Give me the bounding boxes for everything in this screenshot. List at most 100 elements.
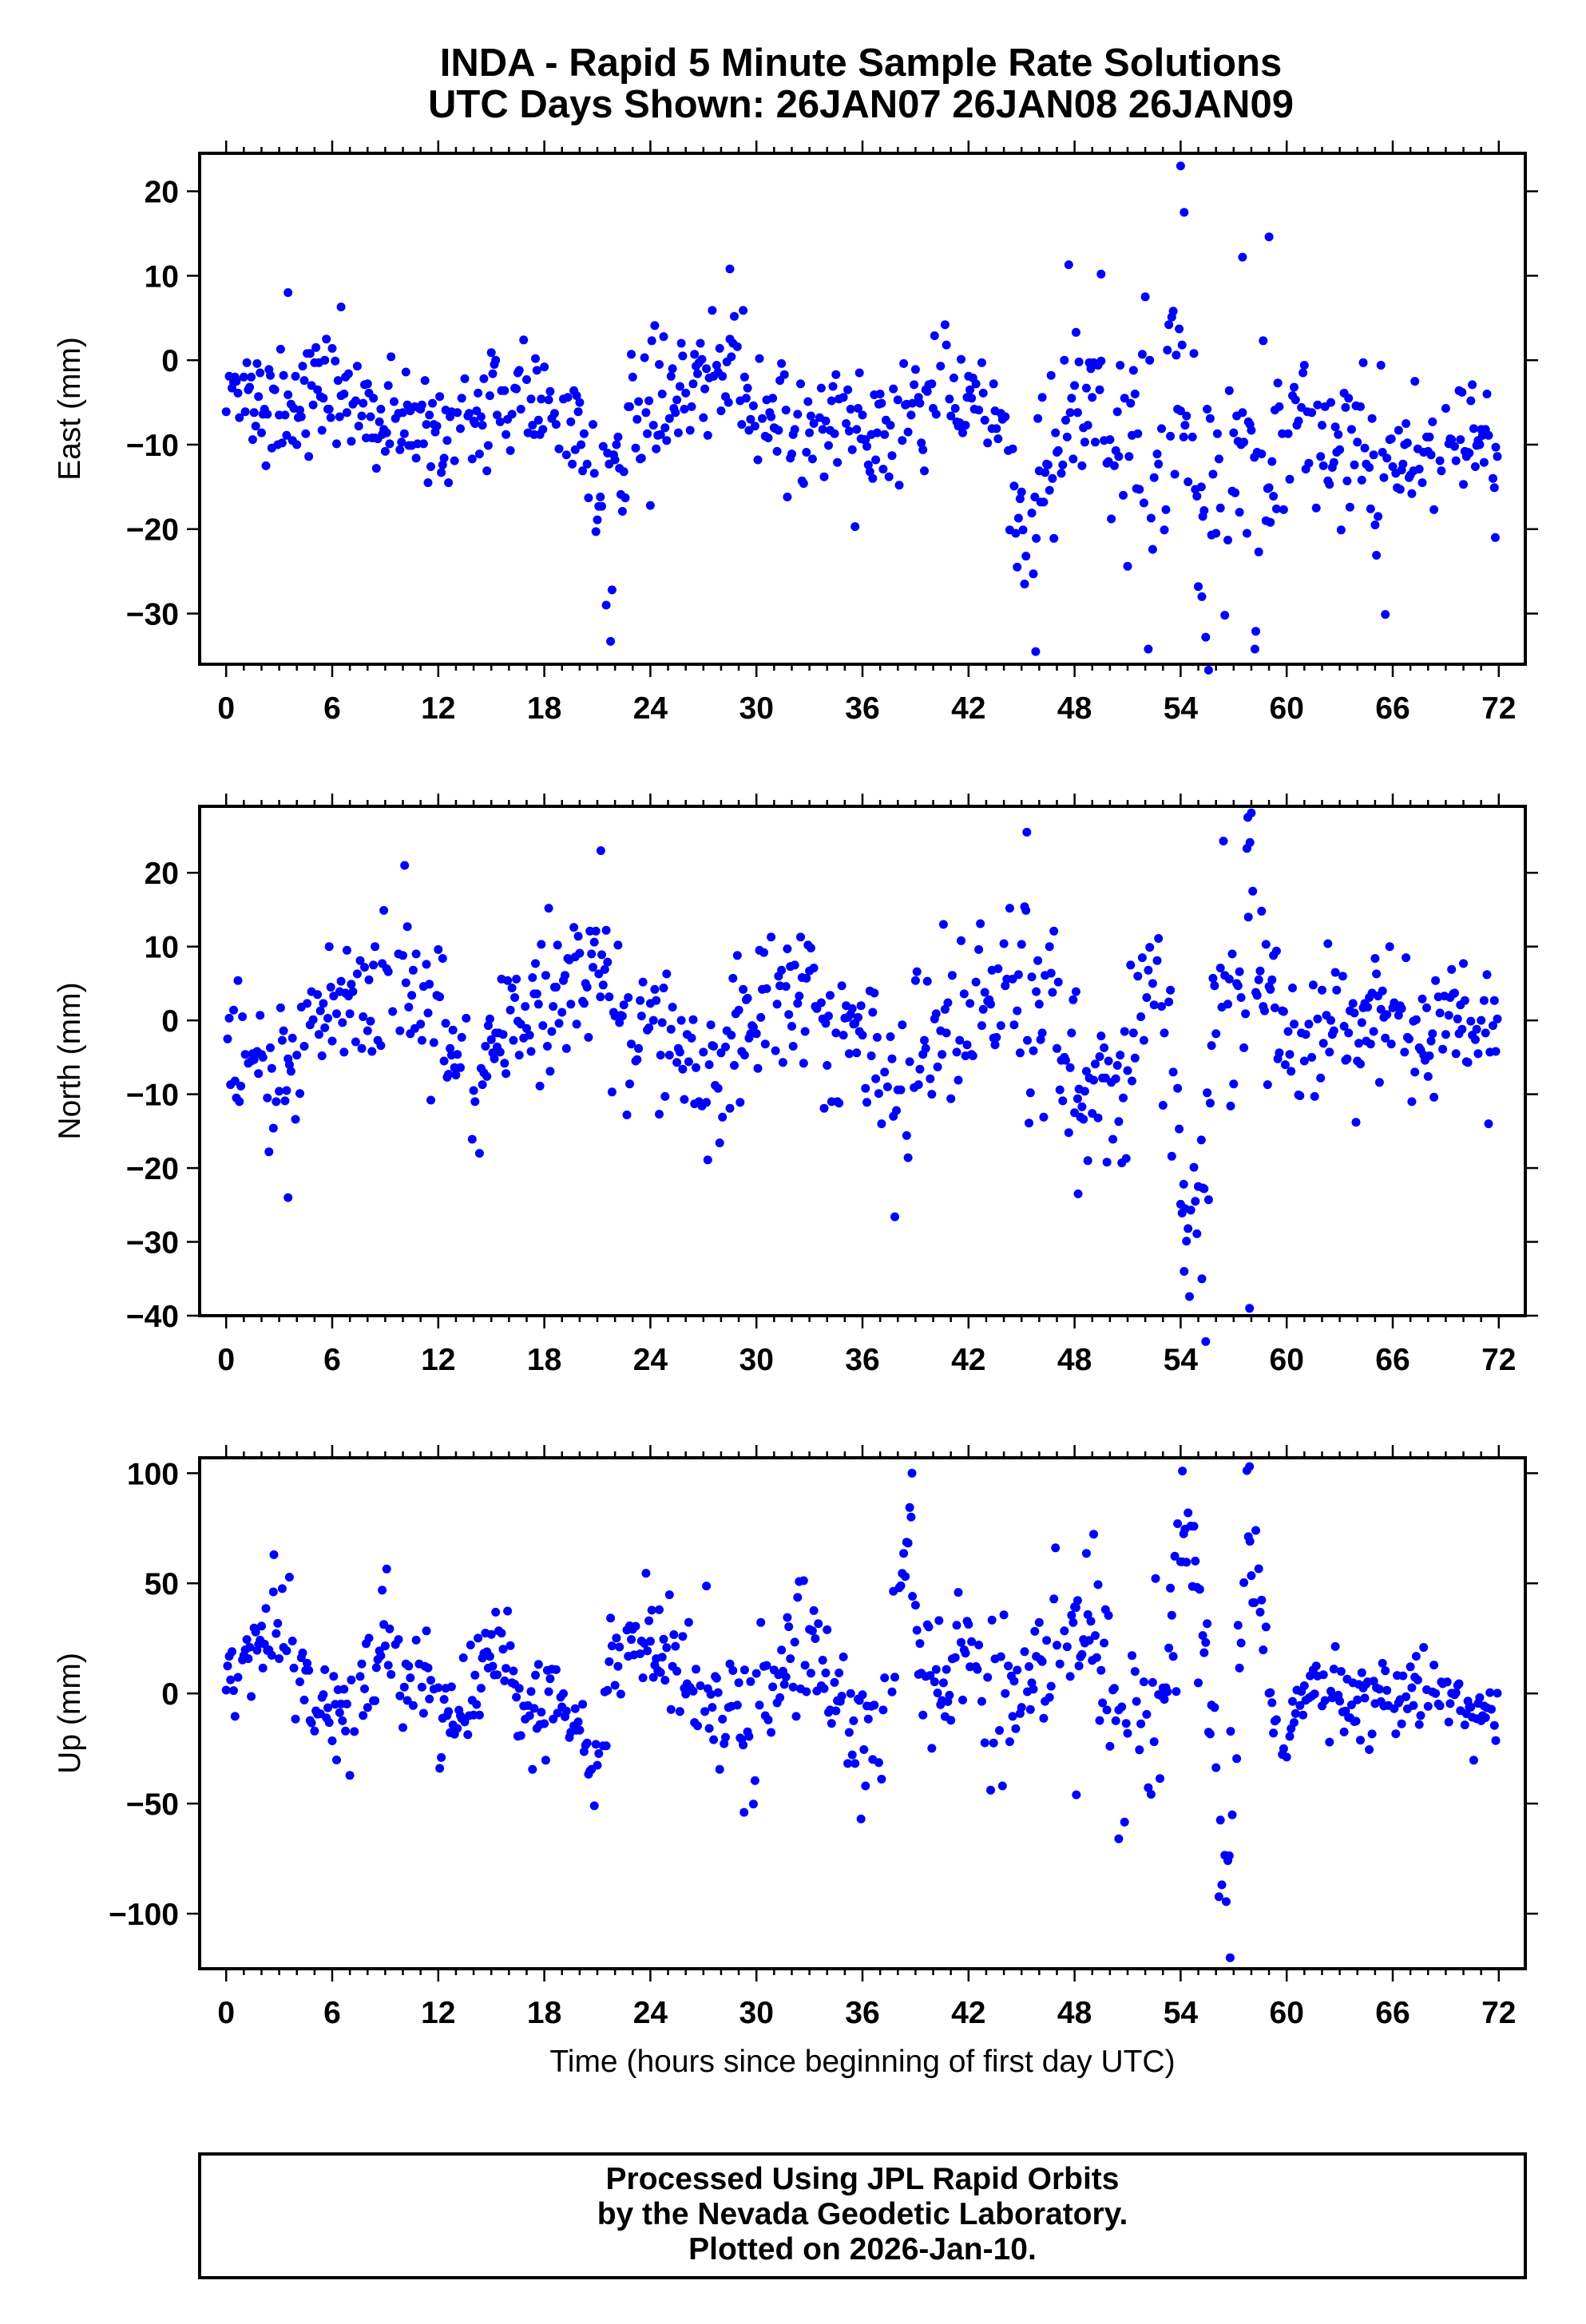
data-point bbox=[933, 1689, 942, 1698]
data-point bbox=[382, 428, 391, 437]
data-point bbox=[247, 1692, 256, 1701]
data-point bbox=[319, 1690, 328, 1700]
data-point bbox=[865, 467, 874, 477]
data-point bbox=[1402, 953, 1411, 963]
data-point bbox=[425, 410, 434, 420]
data-point bbox=[304, 452, 314, 461]
data-point bbox=[1172, 350, 1181, 360]
data-point bbox=[435, 992, 445, 1002]
data-point bbox=[1083, 1156, 1092, 1166]
data-point bbox=[668, 364, 677, 374]
data-point bbox=[1184, 1224, 1193, 1233]
data-point bbox=[1164, 320, 1174, 330]
data-point bbox=[753, 455, 763, 465]
data-point bbox=[301, 429, 311, 438]
data-point bbox=[506, 1005, 515, 1015]
data-point bbox=[1386, 1039, 1396, 1049]
data-point bbox=[359, 1711, 368, 1720]
data-point bbox=[1215, 503, 1225, 513]
data-point bbox=[416, 1019, 426, 1029]
data-point bbox=[366, 412, 375, 422]
y-tick-label: −10 bbox=[126, 429, 179, 463]
data-point bbox=[1081, 383, 1091, 393]
data-point bbox=[320, 1023, 330, 1032]
data-point bbox=[1374, 1078, 1384, 1087]
data-point bbox=[728, 973, 738, 983]
data-point bbox=[417, 1035, 426, 1045]
data-point bbox=[472, 1700, 482, 1709]
data-point bbox=[947, 971, 957, 980]
data-point bbox=[1407, 489, 1417, 498]
data-point bbox=[1186, 1206, 1195, 1215]
data-point bbox=[763, 1715, 773, 1724]
data-point bbox=[458, 1653, 468, 1662]
x-tick-label: 36 bbox=[845, 1343, 879, 1377]
data-point bbox=[566, 1000, 576, 1009]
data-point bbox=[1132, 1696, 1141, 1706]
data-point bbox=[612, 1633, 621, 1643]
data-point bbox=[485, 1014, 494, 1023]
data-point bbox=[819, 1684, 829, 1693]
data-point bbox=[1236, 1638, 1246, 1648]
data-point bbox=[1374, 512, 1383, 521]
data-point bbox=[854, 1012, 862, 1022]
data-point bbox=[788, 1682, 798, 1692]
data-point bbox=[1084, 1636, 1094, 1645]
data-point bbox=[918, 445, 928, 454]
data-point bbox=[619, 467, 628, 477]
data-point bbox=[893, 395, 902, 405]
data-point bbox=[554, 1019, 564, 1028]
data-point bbox=[1285, 474, 1295, 484]
data-point bbox=[509, 1035, 518, 1045]
data-point bbox=[887, 1687, 897, 1696]
data-point bbox=[748, 1023, 758, 1031]
data-point bbox=[664, 414, 674, 423]
data-point bbox=[781, 406, 791, 415]
data-point bbox=[824, 441, 833, 450]
data-point bbox=[656, 1668, 665, 1677]
data-point bbox=[589, 963, 597, 972]
data-point bbox=[783, 944, 792, 953]
data-point bbox=[1481, 1028, 1490, 1038]
data-point bbox=[438, 460, 447, 469]
data-point bbox=[533, 1000, 543, 1009]
data-point bbox=[1325, 480, 1334, 489]
data-point bbox=[1091, 1631, 1100, 1641]
data-point bbox=[423, 478, 433, 488]
data-point bbox=[989, 1738, 998, 1748]
data-point bbox=[1382, 1685, 1392, 1695]
x-tick-label: 0 bbox=[217, 691, 235, 726]
data-point bbox=[554, 444, 564, 453]
data-point bbox=[591, 1740, 601, 1749]
data-point bbox=[597, 950, 606, 960]
data-point bbox=[775, 1693, 785, 1702]
data-point bbox=[1111, 1716, 1120, 1725]
data-point bbox=[398, 951, 407, 960]
data-point bbox=[1356, 402, 1365, 411]
data-point bbox=[997, 1781, 1007, 1791]
data-point bbox=[394, 1635, 403, 1645]
data-point bbox=[584, 493, 593, 503]
data-point bbox=[263, 1093, 272, 1103]
data-point bbox=[1107, 514, 1116, 524]
data-point bbox=[656, 1051, 665, 1060]
data-point bbox=[525, 1711, 534, 1720]
data-point bbox=[625, 1079, 634, 1089]
data-point bbox=[978, 388, 988, 398]
x-tick-label: 12 bbox=[421, 1996, 455, 2030]
data-point bbox=[748, 401, 758, 410]
data-point bbox=[681, 1689, 691, 1699]
data-point bbox=[506, 1641, 515, 1650]
data-point bbox=[1360, 443, 1370, 453]
data-point bbox=[805, 428, 815, 437]
data-point bbox=[802, 1687, 811, 1696]
data-point bbox=[1073, 408, 1082, 418]
data-point bbox=[1239, 437, 1249, 447]
data-point bbox=[684, 1617, 693, 1627]
data-point bbox=[830, 1677, 839, 1687]
data-point bbox=[1400, 1047, 1410, 1057]
data-point bbox=[488, 1661, 498, 1671]
data-point bbox=[1301, 1030, 1310, 1039]
data-point bbox=[871, 1074, 881, 1083]
data-point bbox=[1489, 1021, 1497, 1031]
